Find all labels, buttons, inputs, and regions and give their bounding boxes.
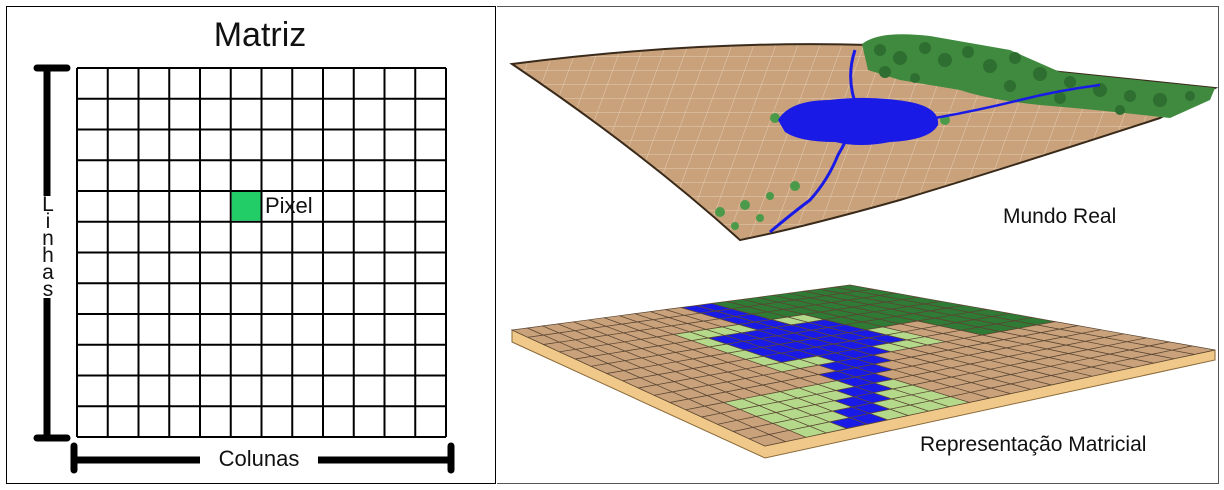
matrix-grid	[76, 67, 447, 438]
raster-label: Representação Matricial	[920, 433, 1147, 456]
real-world-label: Mundo Real	[1003, 205, 1117, 228]
pixel-cell	[231, 192, 261, 221]
raster-slab	[510, 284, 1216, 459]
rows-label: L i n h a s	[38, 194, 58, 300]
raster-cell	[1172, 345, 1216, 355]
pixel-label: Pixel	[265, 193, 313, 218]
cols-label: Colunas	[200, 446, 318, 472]
real-world-terrain	[509, 34, 1219, 242]
matrix-title: Matriz	[213, 16, 307, 54]
